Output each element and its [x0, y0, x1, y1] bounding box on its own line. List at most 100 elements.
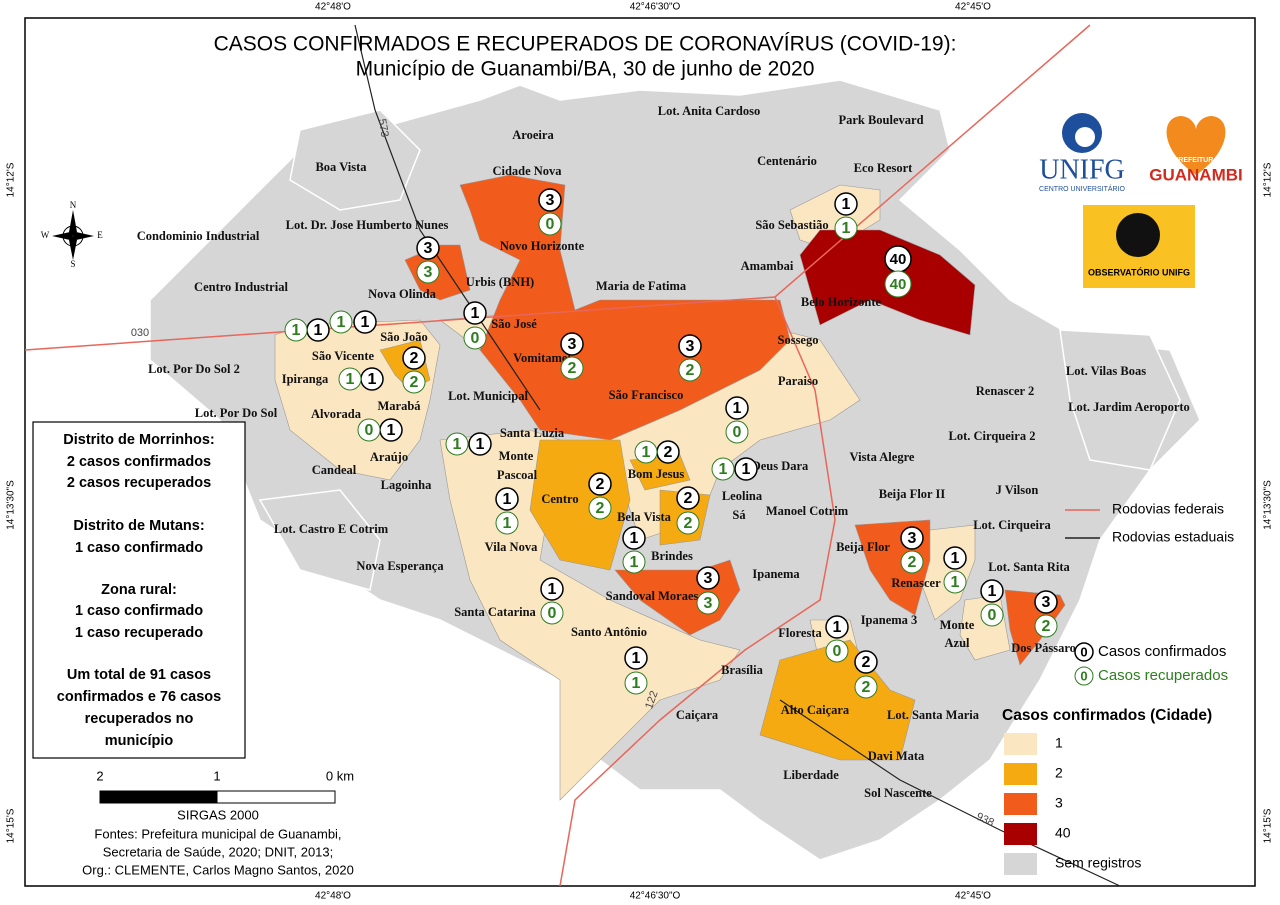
case-marker [943, 546, 967, 570]
neighborhood-label: Sol Nascente [864, 786, 932, 800]
logo-unifg: UNIFG [1039, 154, 1125, 185]
logo-observatorio-mark [1116, 213, 1160, 257]
state-road [354, 24, 541, 411]
case-marker [416, 260, 440, 284]
neighborhood-label: Renascer [891, 576, 941, 590]
case-count: 1 [387, 422, 396, 439]
compass-letter: E [97, 230, 103, 240]
case-marker [1034, 590, 1058, 614]
legend-label: Sem registros [1055, 855, 1141, 871]
neighborhood-label: Alvorada [311, 407, 362, 421]
case-marker [696, 591, 720, 615]
legend-label: Casos confirmados [1098, 643, 1226, 660]
case-count: 1 [476, 436, 485, 453]
legend-label: 2 [1055, 765, 1063, 781]
case-count: 1 [548, 581, 557, 598]
info-text: 2 casos confirmados [67, 454, 211, 470]
case-count: 1 [471, 305, 480, 322]
legend-label: 3 [1055, 795, 1063, 811]
case-marker [445, 432, 469, 456]
no-data-area [258, 489, 381, 591]
neighborhood-label: Lot. Por Do Sol [195, 406, 278, 420]
neighborhood-label: Park Boulevard [838, 113, 923, 127]
neighborhood-label: Candeal [312, 463, 357, 477]
case-count: 3 [908, 530, 917, 547]
coord-label: 14°12'S [1263, 162, 1274, 197]
neighborhood-label: Davi Mata [868, 749, 925, 763]
compass [69, 210, 77, 236]
legend-title: Casos confirmados (Cidade) [1002, 707, 1212, 724]
case-count: 1 [337, 314, 346, 331]
neighborhood-label: Deus Dara [752, 459, 809, 473]
case-count: 1 [842, 196, 851, 213]
case-count: 0 [548, 605, 557, 622]
neighborhood-label: Lagoinha [381, 478, 432, 492]
case-count: 1 [314, 322, 323, 339]
neighborhood-label: Nova Esperança [356, 559, 444, 573]
case-count: 0 [988, 607, 997, 624]
case-count: 2 [410, 374, 419, 391]
case-marker [676, 486, 700, 510]
neighborhood-label: Caiçara [676, 708, 719, 722]
neighborhood-label: Lot. Jardim Aeroporto [1068, 400, 1190, 414]
neighborhood-label: Vista Alegre [850, 450, 915, 464]
neighborhood-label: Lot. Por Do Sol 2 [148, 362, 240, 376]
case-count: 2 [596, 476, 605, 493]
info-text: recuperados no [85, 711, 194, 727]
case-marker [495, 487, 519, 511]
legend-swatch [1004, 853, 1037, 875]
case-marker [980, 579, 1004, 603]
neighborhood-label: Sá [732, 508, 746, 522]
case-count: 1 [503, 491, 512, 508]
compass [69, 236, 77, 260]
info-text: município [105, 733, 174, 749]
case-marker [624, 671, 648, 695]
case-marker [588, 472, 612, 496]
neighborhood-label: Santa Catarina [454, 605, 536, 619]
case-count: 1 [951, 550, 960, 567]
legend-swatch [1004, 763, 1037, 785]
neighborhood-label: Nova Olinda [368, 287, 436, 301]
case-count: 0 [833, 643, 842, 660]
coord-label: 14°12'S [6, 162, 17, 197]
case-count: 2 [862, 679, 871, 696]
case-count: 3 [546, 192, 555, 209]
road-label: 122 [643, 689, 661, 710]
case-marker [678, 358, 702, 382]
neighborhood-label: Lot. Santa Maria [887, 708, 980, 722]
coord-label: 42°45'O [955, 2, 991, 13]
neighborhood-label: Lot. Cirqueira [973, 518, 1051, 532]
map-title: CASOS CONFIRMADOS E RECUPERADOS DE CORON… [214, 33, 957, 56]
case-marker [538, 212, 562, 236]
neighborhood-label: Beija Flor [836, 540, 890, 554]
case-marker [622, 550, 646, 574]
neighborhood-label: Condominio Industrial [137, 229, 260, 243]
case-count: 0 [546, 216, 555, 233]
case-marker [402, 370, 426, 394]
source-text: Org.: CLEMENTE, Carlos Magno Santos, 202… [82, 862, 354, 877]
case-marker [416, 236, 440, 260]
neighborhood-label: Marabá [377, 399, 421, 413]
case-marker [825, 615, 849, 639]
neighborhood-label: Urbis (BNH) [466, 275, 534, 289]
legend-swatch [1004, 823, 1037, 845]
case-marker [678, 334, 702, 358]
case-count: 3 [424, 264, 433, 281]
case-marker [676, 511, 700, 535]
legend-symbol [1074, 666, 1094, 686]
neighborhood-label: Santa Luzia [500, 426, 565, 440]
coord-label: 42°45'O [955, 891, 991, 902]
case-marker [338, 367, 362, 391]
neighborhood-label: São Vicente [312, 349, 375, 363]
case-count: 40 [890, 276, 907, 293]
case-marker [711, 457, 735, 481]
neighborhood-label: Monte [499, 449, 534, 463]
case-count: 1 [632, 650, 641, 667]
info-text: Zona rural: [101, 582, 177, 598]
scale-bar [216, 790, 336, 804]
info-text: 2 casos recuperados [67, 475, 211, 491]
compass [62, 225, 84, 247]
neighborhood-label: São Sebastião [755, 218, 828, 232]
